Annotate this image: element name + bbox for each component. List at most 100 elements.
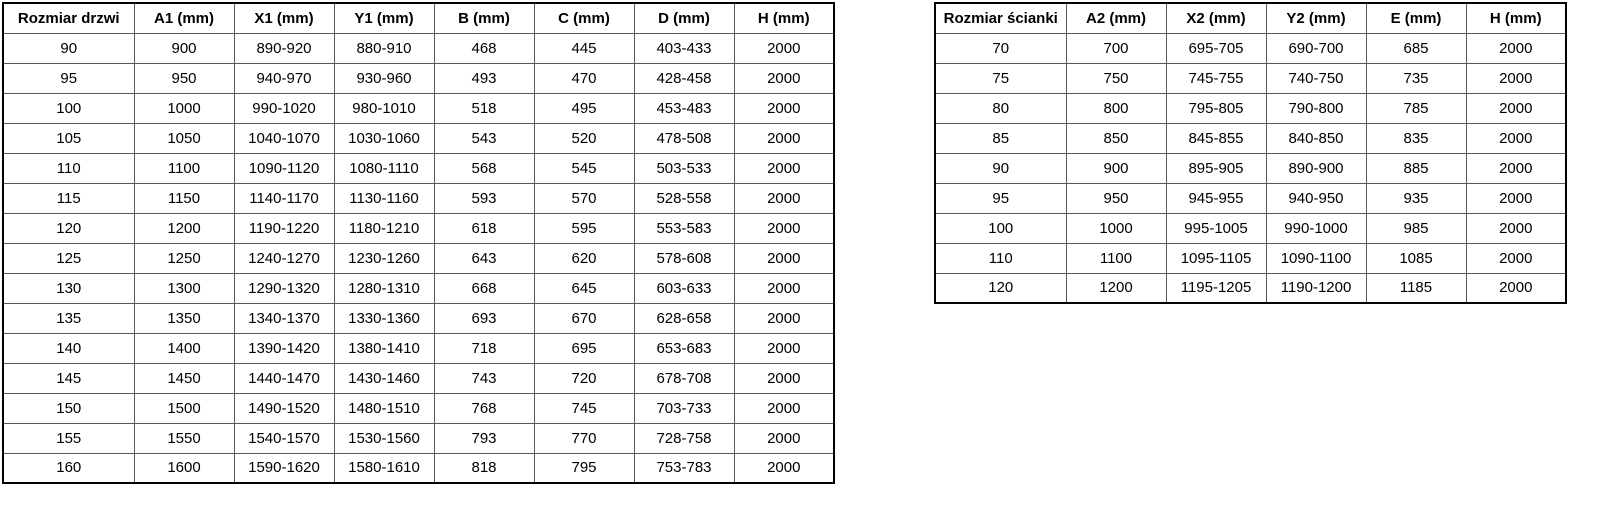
table-row: 115 1150 1140-1170 1130-1160 593 570 528-558 20… [2,182,835,214]
table-cell: 478-508 [633,122,735,154]
table-cell: 145 [2,362,135,394]
table-cell: 1190-1200 [1265,272,1367,304]
table-cell: 685 [1365,32,1467,64]
table-row: 90 900 890-920 880-910 468 445 403-433 2000 [2,32,835,64]
table-cell: 1200 [1065,272,1167,304]
table-cell: 110 [934,242,1067,274]
door-sizes-table: Rozmiar drzwi A1 (mm) X1 (mm) Y1 (mm) B (mm)… [2,2,835,484]
table-cell: 800 [1065,92,1167,124]
table-cell: 120 [2,212,135,244]
table-row: 160 1600 1590-1620 1580-1610 818 795 753-783 20… [2,452,835,484]
column-header: B (mm) [433,2,535,34]
table-cell: 155 [2,422,135,454]
table-cell: 653-683 [633,332,735,364]
table-cell: 740-750 [1265,62,1367,94]
table-cell: 100 [934,212,1067,244]
table-cell: 700 [1065,32,1167,64]
column-header: Rozmiar drzwi [2,2,135,34]
table-cell: 1100 [133,152,235,184]
header-row: Rozmiar ścianki A2 (mm) X2 (mm) Y2 (mm) E (m… [934,2,1567,34]
table-cell: 1130-1160 [333,182,435,214]
table-cell: 1190-1220 [233,212,335,244]
table-row: 110 1100 1090-1120 1080-1110 568 545 503-533 20… [2,152,835,184]
table-cell: 930-960 [333,62,435,94]
table-row: 100 1000 995-1005 990-1000 985 2000 [934,212,1567,244]
table-cell: 645 [533,272,635,304]
table-cell: 618 [433,212,535,244]
table-cell: 140 [2,332,135,364]
table-cell: 703-733 [633,392,735,424]
table-cell: 1040-1070 [233,122,335,154]
table-cell: 100 [2,92,135,124]
table-row: 120 1200 1190-1220 1180-1210 618 595 553-583 20… [2,212,835,244]
table-cell: 1400 [133,332,235,364]
table-cell: 160 [2,452,135,484]
table-cell: 1090-1120 [233,152,335,184]
table-cell: 745 [533,392,635,424]
table-cell: 2000 [1465,182,1567,214]
table-cell: 545 [533,152,635,184]
table-cell: 695 [533,332,635,364]
table-cell: 940-970 [233,62,335,94]
table-cell: 2000 [733,212,835,244]
table-cell: 840-850 [1265,122,1367,154]
table-row: 95 950 940-970 930-960 493 470 428-458 2000 [2,62,835,94]
table-row: 135 1350 1340-1370 1330-1360 693 670 628-658 20… [2,302,835,334]
table-cell: 468 [433,32,535,64]
table-cell: 2000 [733,62,835,94]
table-row: 75 750 745-755 740-750 735 2000 [934,62,1567,94]
column-header: A1 (mm) [133,2,235,34]
table-cell: 1450 [133,362,235,394]
table-cell: 518 [433,92,535,124]
table-cell: 935 [1365,182,1467,214]
table-cell: 900 [1065,152,1167,184]
table-cell: 135 [2,302,135,334]
table-cell: 2000 [733,302,835,334]
table-cell: 735 [1365,62,1467,94]
table-cell: 1100 [1065,242,1167,274]
table-cell: 1240-1270 [233,242,335,274]
table-cell: 1000 [1065,212,1167,244]
table-cell: 95 [934,182,1067,214]
table-row: 85 850 845-855 840-850 835 2000 [934,122,1567,154]
table-cell: 2000 [733,272,835,304]
table-cell: 670 [533,302,635,334]
table-row: 140 1400 1390-1420 1380-1410 718 695 653-683 20… [2,332,835,364]
table-cell: 845-855 [1165,122,1267,154]
table-cell: 1480-1510 [333,392,435,424]
table-cell: 543 [433,122,535,154]
table-cell: 115 [2,182,135,214]
table-row: 90 900 895-905 890-900 885 2000 [934,152,1567,184]
table-cell: 1030-1060 [333,122,435,154]
table-cell: 980-1010 [333,92,435,124]
column-header: H (mm) [733,2,835,34]
table-cell: 895-905 [1165,152,1267,184]
table-cell: 1195-1205 [1165,272,1267,304]
table-row: 95 950 945-955 940-950 935 2000 [934,182,1567,214]
table-cell: 2000 [733,122,835,154]
table-row: 80 800 795-805 790-800 785 2000 [934,92,1567,124]
table-cell: 1200 [133,212,235,244]
column-header: E (mm) [1365,2,1467,34]
table-cell: 150 [2,392,135,424]
column-header: D (mm) [633,2,735,34]
table-cell: 520 [533,122,635,154]
table-cell: 643 [433,242,535,274]
table-row: 105 1050 1040-1070 1030-1060 543 520 478-508 20… [2,122,835,154]
table-cell: 795 [533,452,635,484]
table-cell: 950 [1065,182,1167,214]
table-cell: 1250 [133,242,235,274]
table-cell: 1490-1520 [233,392,335,424]
table-cell: 2000 [1465,212,1567,244]
table-cell: 995-1005 [1165,212,1267,244]
table-cell: 593 [433,182,535,214]
table-cell: 2000 [733,152,835,184]
table-cell: 470 [533,62,635,94]
table-cell: 595 [533,212,635,244]
table-cell: 940-950 [1265,182,1367,214]
table-row: 125 1250 1240-1270 1230-1260 643 620 578-608 20… [2,242,835,274]
table-cell: 1580-1610 [333,452,435,484]
table-cell: 718 [433,332,535,364]
table-cell: 695-705 [1165,32,1267,64]
table-cell: 2000 [1465,32,1567,64]
